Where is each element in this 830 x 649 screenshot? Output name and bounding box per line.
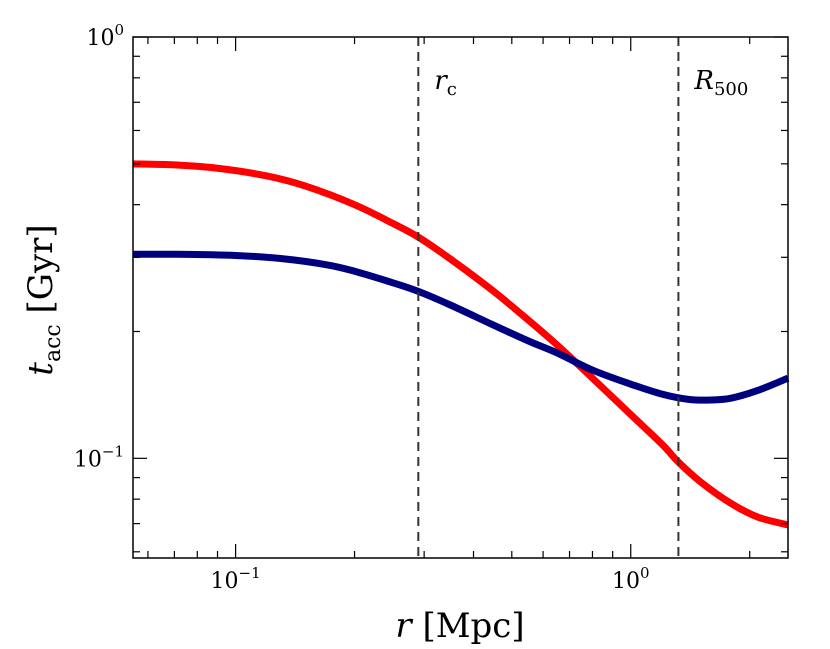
y-tick-label: 10−1 [74,442,124,472]
vline-label-500: R500 [693,66,748,100]
x-axis-label-var: r [395,606,413,646]
series-line-red [132,160,789,529]
series-line-navy [132,250,790,404]
x-tick-label: 100 [612,564,650,594]
x-axis-label: r [Mpc] [395,606,524,646]
plot-frame [132,36,789,559]
x-tick-label: 10−1 [211,564,261,594]
y-axis-label-unit: [Gyr] [21,224,61,324]
series-lines [132,160,790,529]
vline-label-c: rc [434,66,457,100]
y-axis-label: tacc [Gyr] [21,224,66,375]
y-axis-label-sub: acc [41,324,66,362]
y-axis-label-var: t [21,362,61,376]
axis-ticks: 10−1 100 10−1 100 [74,21,788,594]
reference-lines: rc R500 [417,37,748,558]
y-tick-label: 100 [86,21,124,51]
x-axis-label-unit: [Mpc] [412,606,525,646]
